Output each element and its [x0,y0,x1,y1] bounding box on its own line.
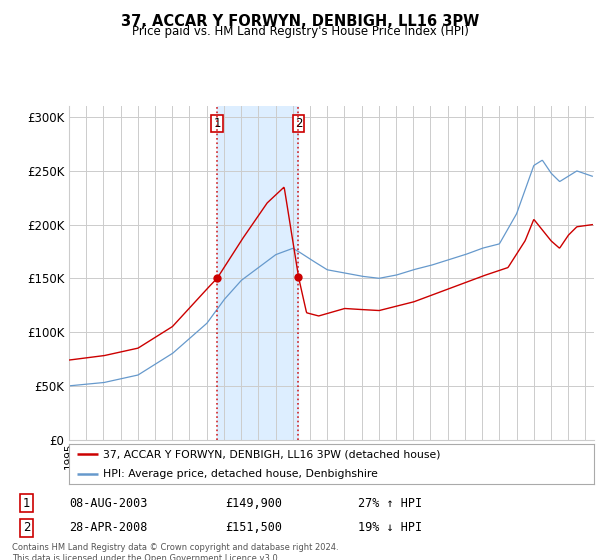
Bar [217,106,298,440]
Text: 1: 1 [23,497,30,510]
Text: 2: 2 [295,117,302,130]
Text: 19% ↓ HPI: 19% ↓ HPI [358,521,422,534]
Text: 08-AUG-2003: 08-AUG-2003 [70,497,148,510]
Text: Price paid vs. HM Land Registry's House Price Index (HPI): Price paid vs. HM Land Registry's House … [131,25,469,38]
Text: 28-APR-2008: 28-APR-2008 [70,521,148,534]
Text: Contains HM Land Registry data © Crown copyright and database right 2024.
This d: Contains HM Land Registry data © Crown c… [12,543,338,560]
Text: £149,900: £149,900 [225,497,282,510]
Text: 37, ACCAR Y FORWYN, DENBIGH, LL16 3PW (detached house): 37, ACCAR Y FORWYN, DENBIGH, LL16 3PW (d… [103,449,440,459]
Text: 37, ACCAR Y FORWYN, DENBIGH, LL16 3PW: 37, ACCAR Y FORWYN, DENBIGH, LL16 3PW [121,14,479,29]
Text: HPI: Average price, detached house, Denbighshire: HPI: Average price, detached house, Denb… [103,469,378,479]
Text: 2: 2 [23,521,30,534]
Text: £151,500: £151,500 [225,521,282,534]
Text: 1: 1 [213,117,221,130]
Text: 27% ↑ HPI: 27% ↑ HPI [358,497,422,510]
